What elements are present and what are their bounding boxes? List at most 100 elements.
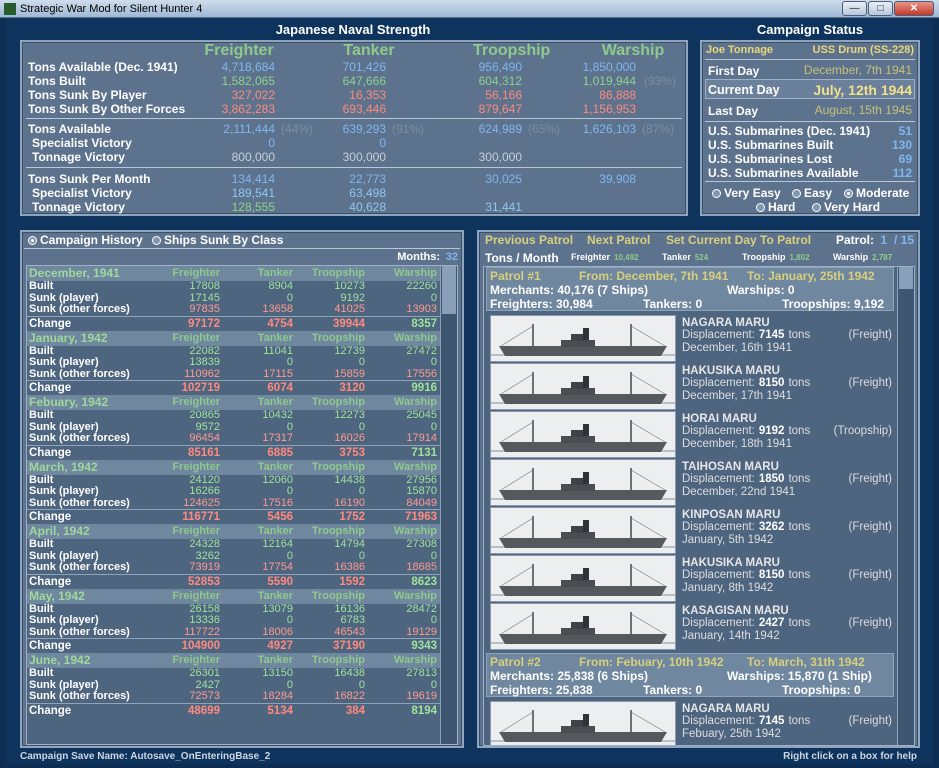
currentDay-label: Current Day (708, 83, 780, 97)
change-label: Change (29, 446, 72, 459)
disp-label: Displacement: (682, 569, 755, 582)
change-label: Change (29, 640, 72, 652)
campaign-history-panel[interactable]: Campaign History Ships Sunk By Class Month… (20, 230, 464, 748)
ship-text: NAGARA MARU Displacement: 7145 tons (Freight… (682, 703, 892, 740)
tpm-value: 1,802 (789, 253, 810, 262)
month-row: Built 17808 8904 10273 22260 (27, 280, 441, 293)
maximize-button[interactable]: □ (868, 1, 893, 16)
col-header: Tanker (257, 396, 293, 408)
month-header: Febuary, 1942 Freighter Tanker Troopship War… (27, 395, 441, 410)
change-value: 8623 (411, 575, 437, 588)
close-button[interactable]: ✕ (894, 1, 934, 16)
patrols-panel[interactable]: Previous Patrol Next Patrol Set Current Da… (477, 230, 920, 748)
currentDay-value: July, 12th 1944 (813, 82, 912, 98)
cell: 16386 (334, 561, 365, 573)
col-header: Warship (394, 396, 437, 408)
col-header: Tanker (257, 460, 293, 473)
row-label: Sunk (player) (29, 420, 99, 433)
radio-icon[interactable] (844, 189, 853, 198)
ship-silhouette (490, 701, 676, 745)
cell: 6783 (340, 614, 365, 626)
months-count: 32 (445, 251, 458, 263)
ship-entry[interactable]: NAGARA MARU Displacement: 7145 tons (Freight… (490, 315, 894, 362)
radio-icon[interactable] (756, 203, 765, 212)
cell: 11041 (263, 344, 293, 357)
tab-ships-sunk-by-class[interactable]: Ships Sunk By Class (152, 233, 283, 247)
scroll-thumb[interactable] (899, 267, 913, 289)
ship-entry[interactable]: HAKUSIKA MARU Displacement: 8150 tons (Freig… (490, 363, 894, 410)
tpm-item: Freighter 10,492 (571, 252, 638, 262)
patrol-list: Patrol #1 From: December, 7th 1941 To: Jan… (483, 266, 915, 746)
cell: 18006 (262, 625, 293, 638)
cell: 117722 (184, 625, 220, 638)
radio-icon[interactable] (28, 236, 37, 245)
strength-row-label: Tons Sunk By Player (28, 88, 147, 102)
ship-entry[interactable]: KINPOSAN MARU Displacement: 3262 tons (Freig… (490, 507, 894, 554)
col-header: Freighter (172, 654, 220, 666)
ship-entry[interactable]: NAGARA MARU Displacement: 7145 tons (Freight… (490, 701, 894, 745)
campaign-status-panel[interactable]: Joe Tonnage USS Drum (SS-228) First Day Dec… (700, 40, 920, 216)
prev-patrol-button[interactable]: Previous Patrol (485, 233, 574, 247)
firstDay-label: First Day (708, 64, 760, 78)
disp-label: Displacement: (682, 715, 755, 728)
cell: 16438 (334, 667, 365, 679)
month-row: Sunk (player) 2427 0 0 0 (27, 679, 441, 692)
change-label: Change (29, 575, 72, 588)
history-scrollbar[interactable] (440, 266, 457, 744)
difficulty-moderate[interactable]: Moderate (844, 186, 909, 200)
firstDay-value: December, 7th 1941 (803, 63, 912, 77)
month-row: Built 26158 13079 16136 28472 (27, 602, 441, 616)
patrol-scrollbar[interactable] (897, 267, 914, 745)
month-row: Sunk (other forces) 124625 17516 16190 84049 (27, 496, 441, 510)
col-header: Warship (394, 267, 437, 279)
cell: 18685 (406, 561, 437, 573)
radio-icon[interactable] (712, 189, 721, 198)
ship-entry[interactable]: HAKUSIKA MARU Displacement: 8150 tons (Freig… (490, 555, 894, 602)
difficulty-very-easy[interactable]: Very Easy (712, 186, 781, 200)
ship-entry[interactable]: TAIHOSAN MARU Displacement: 1850 tons (Freig… (490, 459, 894, 506)
difficulty-hard[interactable]: Hard (756, 200, 795, 214)
next-patrol-button[interactable]: Next Patrol (587, 233, 651, 247)
strength-value: 1,582,065 (221, 74, 275, 88)
scroll-thumb[interactable] (442, 266, 456, 314)
disp-value: 8150 (758, 377, 785, 390)
cell: 124625 (183, 496, 220, 509)
disp-label: Displacement: (682, 521, 755, 534)
cell: 16190 (334, 496, 365, 509)
strength-value: 30,025 (485, 172, 522, 186)
radio-icon[interactable] (812, 203, 821, 212)
strength-value: 22,773 (349, 172, 386, 186)
minimize-button[interactable]: — (842, 1, 867, 16)
row-label: Built (29, 280, 54, 292)
ship-entry[interactable]: KASAGISAN MARU Displacement: 2427 tons (Frei… (490, 603, 894, 650)
ship-name: KINPOSAN MARU (682, 509, 781, 521)
col-header: Warship (394, 525, 437, 537)
cell: 26158 (189, 602, 220, 615)
set-current-day-button[interactable]: Set Current Day To Patrol (666, 233, 812, 247)
difficulty-easy[interactable]: Easy (792, 186, 832, 200)
radio-icon[interactable] (152, 236, 161, 245)
row-label: Sunk (other forces) (29, 432, 130, 444)
ship-displacement: Displacement: 8150 tons (Freight) (682, 377, 892, 389)
ship-entry[interactable]: HORAI MARU Displacement: 9192 tons (Troopshi… (490, 411, 894, 458)
ship-silhouette-icon (491, 516, 675, 548)
month-header: April, 1942 Freighter Tanker Troopship Warsh… (27, 524, 441, 539)
col-header: Tanker (257, 331, 293, 344)
divider (24, 248, 460, 249)
ship-silhouette-icon (491, 324, 675, 356)
patrol-name: Patrol #1 (490, 269, 541, 283)
ship-displacement: Displacement: 7145 tons (Freight) (682, 715, 892, 727)
patrol-warships: Warships: 15,870 (1 Ship) (727, 669, 872, 683)
strength-value: 1,626,103 (582, 122, 636, 136)
radio-icon[interactable] (792, 189, 801, 198)
ship-date: January, 5th 1942 (682, 533, 774, 546)
patrol-from: From: Febuary, 10th 1942 (579, 655, 724, 669)
difficulty-very-hard[interactable]: Very Hard (812, 200, 880, 214)
col-header: Freighter (172, 589, 220, 602)
naval-strength-panel[interactable]: Freighter Tanker Troopship Warship Tons Avai… (20, 40, 688, 216)
ship-date: December, 22nd 1941 (682, 485, 796, 498)
tab-campaign-history[interactable]: Campaign History (28, 233, 143, 247)
sub-stat-value: 69 (898, 152, 912, 166)
row-label: Built (29, 409, 54, 421)
cell: 17556 (406, 367, 437, 380)
